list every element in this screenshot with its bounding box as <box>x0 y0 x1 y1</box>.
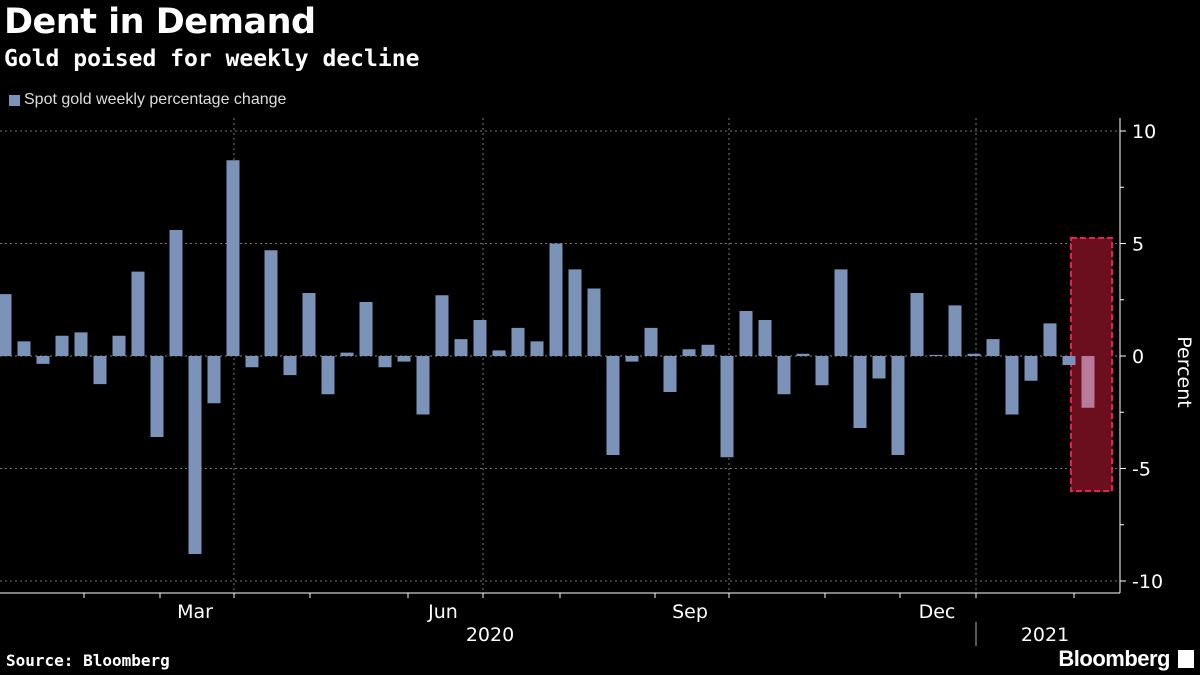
bar <box>606 356 620 455</box>
bar <box>245 356 259 368</box>
bar <box>302 293 316 356</box>
bar <box>264 250 278 356</box>
bar <box>492 350 506 356</box>
x-month-label: Dec <box>919 601 956 623</box>
bar <box>0 294 12 356</box>
bar <box>283 356 297 376</box>
bar <box>815 356 829 386</box>
chart-title: Dent in Demand <box>4 2 316 42</box>
bloomberg-chart-icon <box>1178 650 1194 668</box>
bar <box>587 288 601 356</box>
bar <box>853 356 867 428</box>
bar <box>682 349 696 356</box>
y-tick-label: 5 <box>1132 234 1144 256</box>
bar <box>359 302 373 356</box>
bar <box>758 320 772 356</box>
legend-swatch <box>9 94 20 106</box>
bar <box>340 352 354 356</box>
x-year-label: 2021 <box>1021 624 1069 646</box>
bar <box>93 356 107 385</box>
bar <box>435 295 449 356</box>
bar <box>226 160 240 356</box>
bloomberg-logo: Bloomberg <box>1058 646 1170 671</box>
y-tick-label: 10 <box>1132 121 1156 143</box>
bar <box>796 353 810 356</box>
bar <box>986 339 1000 356</box>
bar <box>74 332 88 356</box>
bar <box>55 335 69 356</box>
bar <box>910 293 924 356</box>
bar <box>188 356 202 554</box>
bar <box>511 327 525 356</box>
y-axis-label: Percent <box>1173 336 1195 408</box>
bar <box>872 356 886 379</box>
bar <box>1081 356 1095 408</box>
bar <box>454 339 468 356</box>
legend-label: Spot gold weekly percentage change <box>24 91 287 108</box>
bar <box>720 356 734 458</box>
source-note: Source: Bloomberg <box>6 651 170 670</box>
bar <box>663 356 677 392</box>
bar <box>834 269 848 356</box>
bar <box>131 271 145 356</box>
bar <box>549 243 563 356</box>
bar <box>568 269 582 356</box>
bar <box>530 341 544 356</box>
bar <box>644 327 658 356</box>
x-month-label: Sep <box>672 601 708 623</box>
y-tick-label: 0 <box>1132 346 1144 368</box>
x-month-label: Mar <box>177 601 213 623</box>
bar <box>739 311 753 356</box>
bar <box>416 356 430 415</box>
bar <box>1062 356 1076 365</box>
bar <box>321 356 335 395</box>
bar <box>625 356 639 362</box>
bar <box>1043 323 1057 356</box>
bar <box>397 356 411 362</box>
bar <box>701 344 715 356</box>
chart-subtitle: Gold poised for weekly decline <box>4 46 420 72</box>
bar <box>948 305 962 356</box>
bar <box>929 354 943 356</box>
bar <box>378 356 392 368</box>
legend: Spot gold weekly percentage change <box>9 91 286 109</box>
x-year-label: 2020 <box>466 624 514 646</box>
bar <box>891 356 905 455</box>
bar <box>207 356 221 404</box>
bar <box>169 230 183 356</box>
bar <box>1024 356 1038 381</box>
bar <box>1005 356 1019 415</box>
bar <box>473 320 487 356</box>
y-tick-label: -5 <box>1132 459 1151 481</box>
bar <box>777 356 791 395</box>
x-month-label: Jun <box>427 601 458 623</box>
bar <box>36 356 50 364</box>
bar <box>967 353 981 356</box>
y-tick-label: -10 <box>1132 571 1163 593</box>
bar <box>150 356 164 437</box>
bar <box>112 335 126 356</box>
bar <box>17 341 31 356</box>
